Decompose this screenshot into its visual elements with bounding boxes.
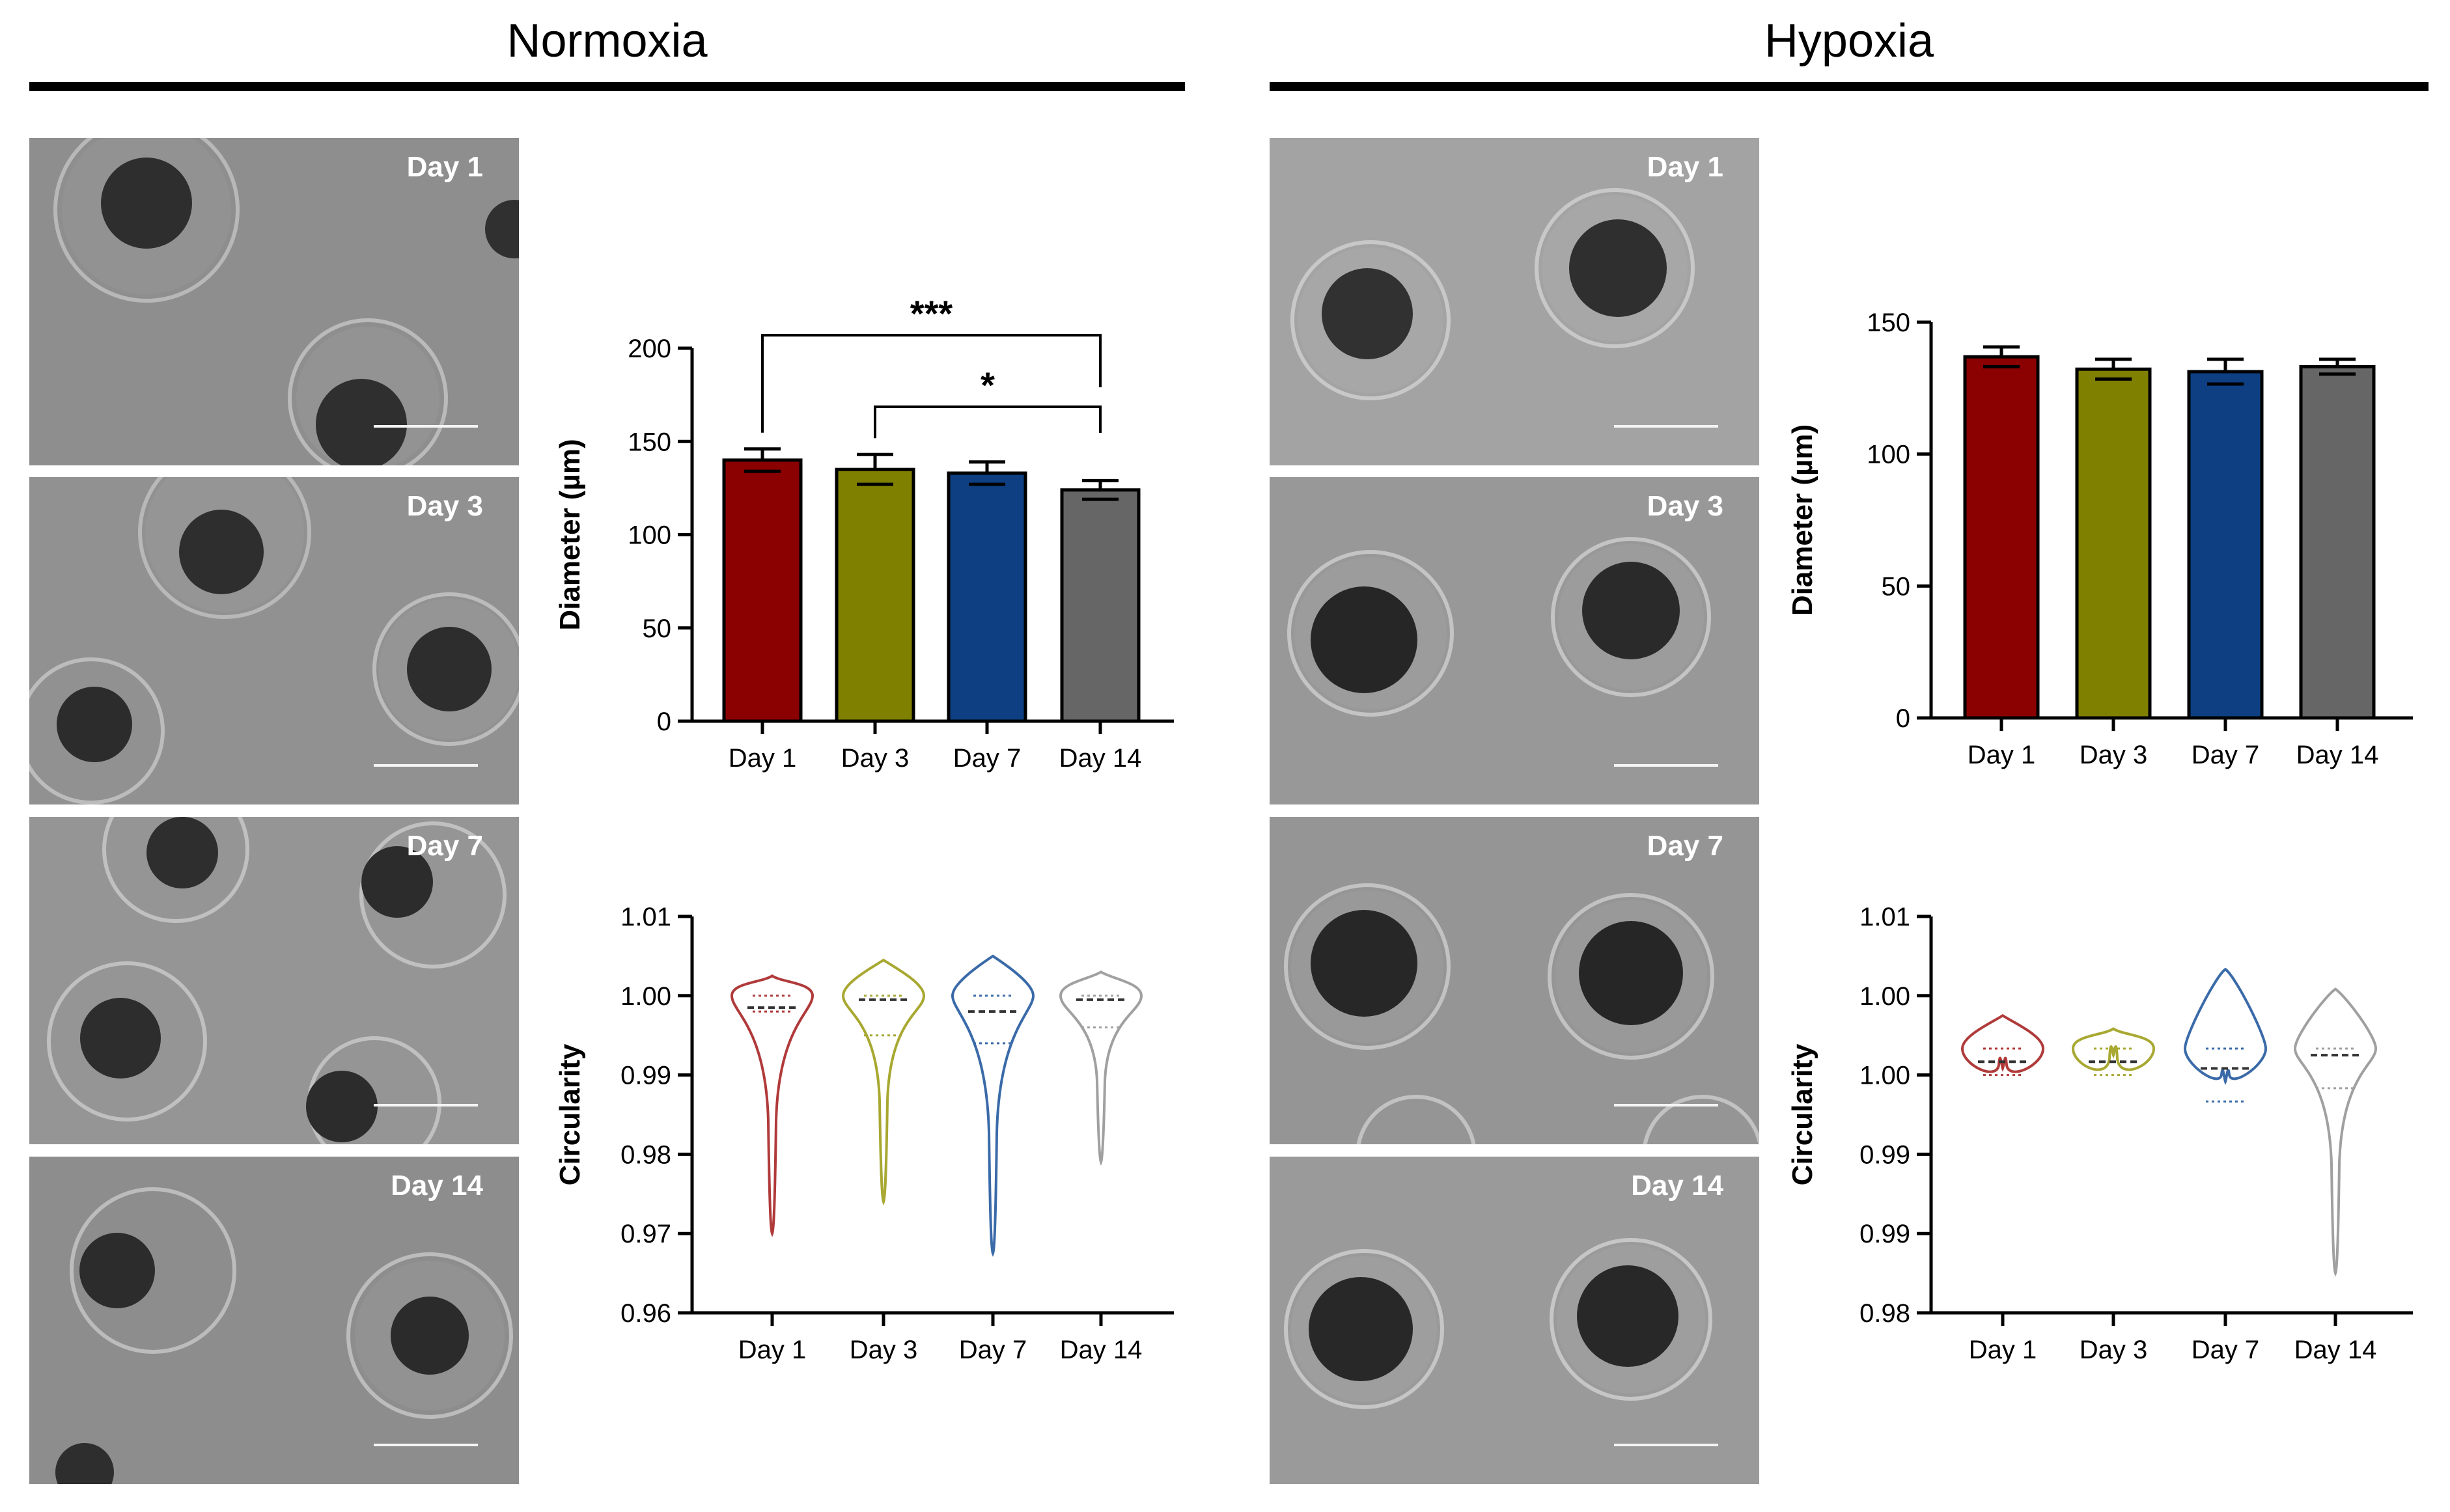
- x-tick-label: Day 1: [738, 1336, 807, 1364]
- y-axis-label: Diameter (µm): [1787, 424, 1818, 616]
- y-tick-label: 1.00: [1859, 982, 1910, 1011]
- y-tick-label: 0.99: [1859, 1140, 1910, 1169]
- bar: [2075, 367, 2152, 720]
- violin: [2183, 967, 2268, 1086]
- scale-bar: [1614, 425, 1718, 428]
- micrograph-normoxia-day14: Day 14: [29, 1157, 519, 1484]
- micrograph-day-label: Day 7: [1647, 830, 1723, 862]
- micrograph-day-label: Day 1: [1647, 151, 1723, 183]
- micrograph-image: [29, 138, 519, 465]
- x-tick-label: Day 14: [1060, 1336, 1143, 1364]
- bar: [1060, 488, 1141, 723]
- x-tick-label: Day 3: [2080, 1336, 2148, 1364]
- micrograph-day-label: Day 1: [406, 151, 483, 183]
- micrograph-normoxia-day3: Day 3: [29, 477, 519, 804]
- micrograph-image: [1270, 1157, 1759, 1484]
- x-tick-label: Day 7: [953, 744, 1022, 773]
- y-tick-label: 50: [1882, 572, 1911, 601]
- x-tick-label: Day 7: [959, 1336, 1027, 1364]
- scale-bar: [1614, 764, 1718, 767]
- micrograph-image: [1270, 477, 1759, 804]
- y-tick-label: 1.00: [620, 982, 671, 1011]
- bar: [2299, 364, 2376, 720]
- normoxia-rule: [29, 82, 1185, 91]
- violin: [841, 958, 926, 1205]
- micrograph-hypoxia-day14: Day 14: [1270, 1157, 1759, 1484]
- y-tick-label: 100: [628, 521, 671, 550]
- normoxia-title: Normoxia: [507, 15, 708, 67]
- violin: [1960, 1013, 2045, 1073]
- micrograph-image: [1270, 817, 1759, 1144]
- violin: [730, 974, 814, 1237]
- significance-bracket: [874, 405, 1102, 439]
- micrograph-normoxia-day1: Day 1: [29, 138, 519, 465]
- micrograph-image: [29, 477, 519, 804]
- micrograph-day-label: Day 14: [391, 1170, 483, 1202]
- bar: [722, 458, 803, 723]
- y-tick-label: 0.98: [1859, 1299, 1910, 1328]
- x-tick-label: Day 1: [1969, 1336, 2037, 1364]
- y-tick-label: 0.99: [1859, 1220, 1910, 1248]
- micrograph-hypoxia-day7: Day 7: [1270, 817, 1759, 1144]
- significance-label: ***: [910, 293, 953, 334]
- scale-bar: [374, 1104, 478, 1107]
- y-tick-label: 0.96: [620, 1299, 671, 1328]
- x-tick-label: Day 14: [2296, 741, 2379, 769]
- y-axis-label: Circularity: [554, 1043, 586, 1185]
- violin: [2293, 987, 2378, 1277]
- bar: [2187, 370, 2264, 720]
- x-tick-label: Day 1: [1968, 741, 2036, 769]
- micrograph-hypoxia-day1: Day 1: [1270, 138, 1759, 465]
- y-tick-label: 200: [628, 335, 671, 363]
- bar: [1963, 355, 2040, 720]
- y-tick-label: 0.97: [620, 1220, 671, 1248]
- y-axis-label: Circularity: [1787, 1043, 1818, 1185]
- scale-bar: [374, 425, 478, 428]
- y-tick-label: 50: [643, 614, 672, 643]
- bar: [947, 471, 1027, 723]
- y-tick-label: 150: [628, 428, 671, 456]
- scale-bar: [1614, 1104, 1718, 1107]
- y-axis-label: Diameter (µm): [554, 439, 586, 630]
- scale-bar: [374, 1444, 478, 1446]
- violin: [1059, 970, 1143, 1166]
- micrograph-day-label: Day 14: [1631, 1170, 1723, 1202]
- micrograph-day-label: Day 7: [406, 830, 483, 862]
- x-tick-label: Day 3: [850, 1336, 918, 1364]
- x-tick-label: Day 3: [2080, 741, 2148, 769]
- micrograph-hypoxia-day3: Day 3: [1270, 477, 1759, 804]
- micrograph-day-label: Day 3: [406, 490, 483, 522]
- y-tick-label: 1.01: [620, 903, 671, 931]
- y-tick-label: 0.99: [620, 1062, 671, 1090]
- micrograph-image: [1270, 138, 1759, 465]
- scale-bar: [1614, 1444, 1718, 1446]
- violin: [951, 954, 1035, 1258]
- x-tick-label: Day 3: [841, 744, 910, 773]
- y-tick-label: 1.01: [1859, 903, 1910, 931]
- violin: [2071, 1027, 2156, 1071]
- x-tick-label: Day 1: [729, 744, 797, 773]
- hypoxia-title: Hypoxia: [1764, 15, 1934, 67]
- micrograph-normoxia-day7: Day 7: [29, 817, 519, 1144]
- hypoxia-rule: [1270, 82, 2429, 91]
- micrograph-day-label: Day 3: [1647, 490, 1723, 522]
- y-tick-label: 100: [1867, 441, 1910, 469]
- x-tick-label: Day 14: [2294, 1336, 2377, 1364]
- significance-label: *: [981, 364, 995, 405]
- y-tick-label: 150: [1867, 309, 1910, 337]
- significance-bracket: [761, 334, 1102, 433]
- x-tick-label: Day 14: [1059, 744, 1142, 773]
- x-tick-label: Day 7: [2192, 741, 2260, 769]
- y-tick-label: 0: [657, 708, 671, 736]
- micrograph-image: [29, 817, 519, 1144]
- micrograph-image: [29, 1157, 519, 1484]
- bar: [835, 467, 915, 723]
- y-tick-label: 0: [1896, 704, 1910, 733]
- y-tick-label: 0.98: [620, 1140, 671, 1169]
- y-tick-label: 1.00: [1859, 1062, 1910, 1090]
- scale-bar: [374, 764, 478, 767]
- x-tick-label: Day 7: [2192, 1336, 2260, 1364]
